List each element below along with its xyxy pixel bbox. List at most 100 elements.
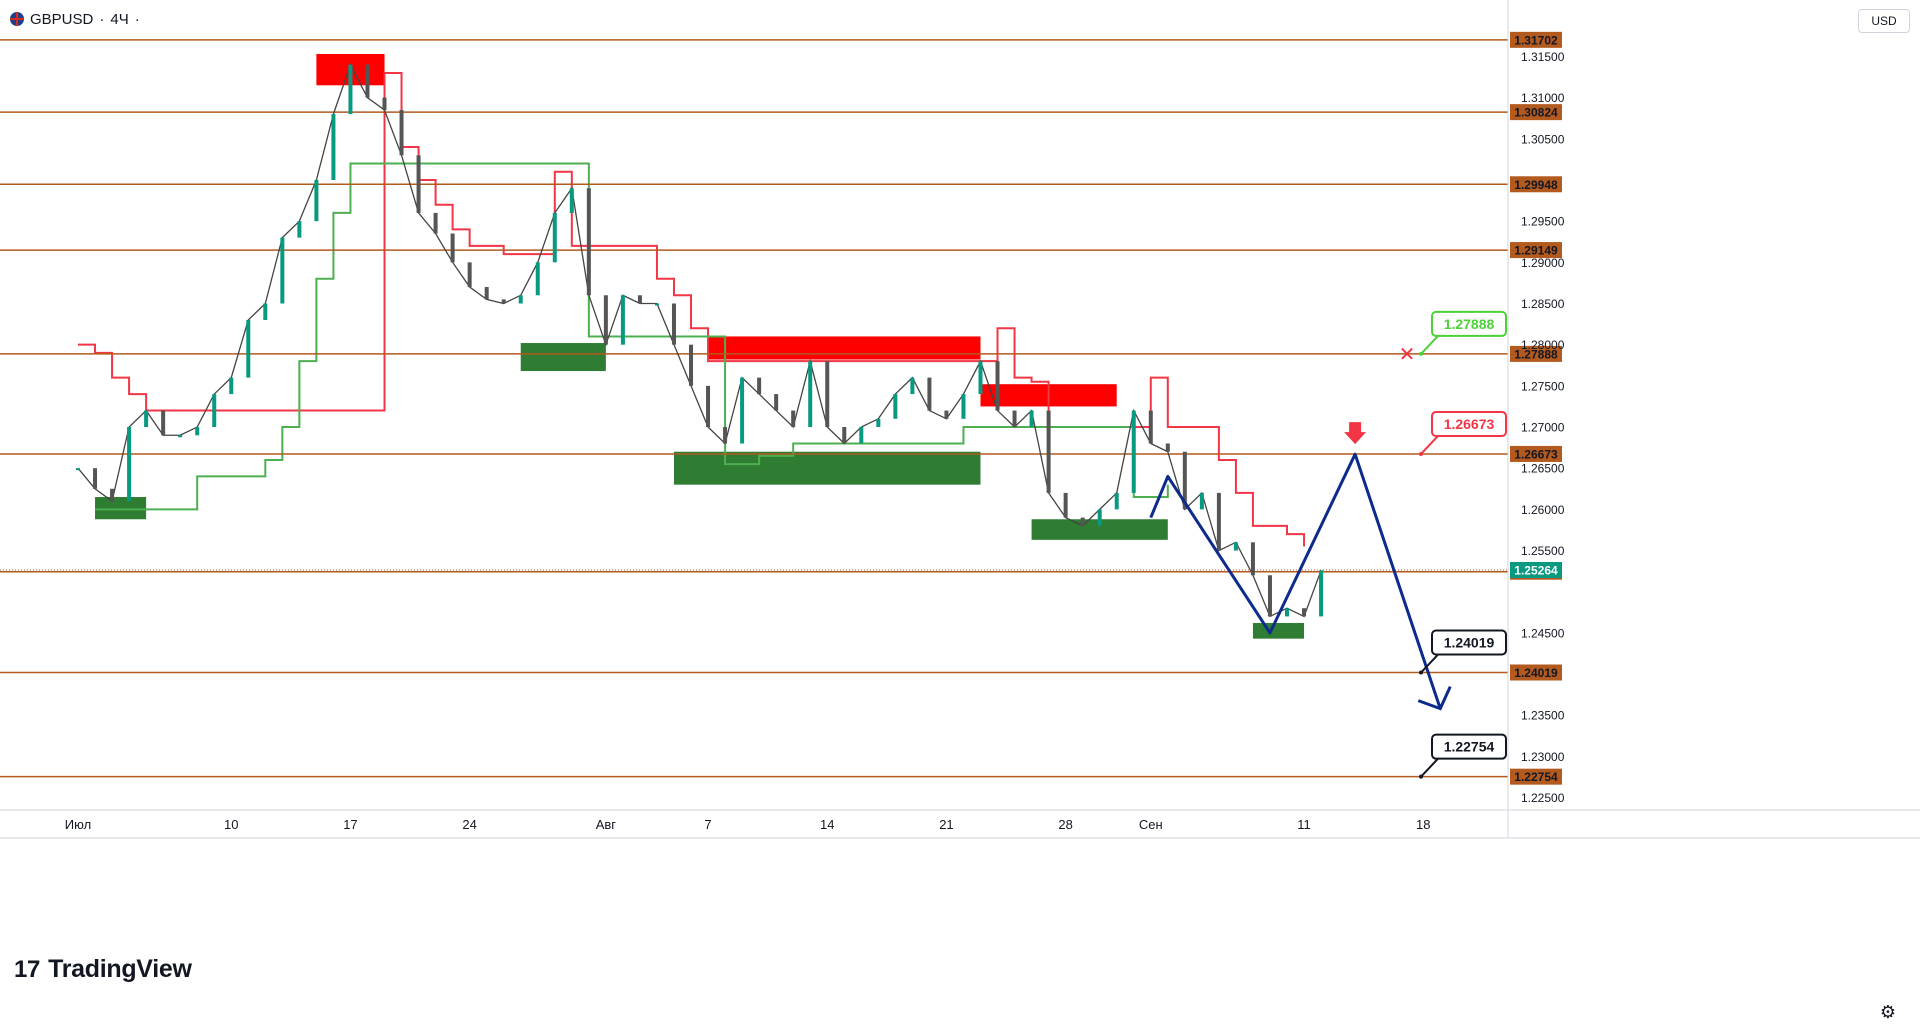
price-candle-1[interactable] [93, 468, 98, 489]
price-candle-59[interactable] [1080, 517, 1085, 526]
price-candle-52[interactable] [961, 394, 966, 419]
price-candle-6[interactable] [178, 435, 183, 438]
price-candle-35[interactable] [671, 303, 676, 345]
price-candle-53[interactable] [978, 361, 983, 395]
tradingview-logo[interactable]: 17 TradingView [14, 955, 192, 984]
price-candle-18[interactable] [382, 97, 387, 110]
price-candle-12[interactable] [280, 237, 285, 304]
resistance-zone-3[interactable] [708, 336, 981, 360]
callout-box-3[interactable] [1431, 733, 1507, 760]
support-zone-4[interactable] [673, 451, 981, 485]
trailing-stop-up-line[interactable] [95, 162, 1169, 511]
support-zone-1[interactable] [95, 497, 147, 520]
price-candle-40[interactable] [757, 377, 762, 395]
price-candle-10[interactable] [246, 319, 251, 378]
price-candle-0[interactable] [76, 468, 80, 471]
price-candle-67[interactable] [1216, 492, 1221, 551]
price-candle-61[interactable] [1114, 492, 1119, 510]
price-candle-16[interactable] [348, 64, 353, 115]
callout-anchor-0 [1419, 351, 1423, 356]
price-candle-44[interactable] [825, 361, 830, 428]
price-candle-26[interactable] [518, 295, 523, 304]
price-candle-25[interactable] [501, 299, 506, 304]
price-candle-20[interactable] [416, 155, 421, 213]
price-candle-43[interactable] [808, 361, 813, 428]
support-zone-7[interactable] [1252, 623, 1305, 639]
support-zone-6[interactable] [1031, 519, 1168, 540]
price-candle-23[interactable] [467, 262, 472, 288]
price-candle-47[interactable] [876, 418, 881, 428]
symbol-header[interactable]: GBPUSD · 4Ч · [10, 8, 140, 30]
price-candle-58[interactable] [1063, 492, 1068, 518]
level-price-label-7: 1.24019 [1514, 666, 1558, 680]
sell-signal-arrow-icon[interactable] [1344, 422, 1367, 445]
price-candle-21[interactable] [433, 212, 438, 234]
price-candle-48[interactable] [893, 394, 898, 419]
price-candle-36[interactable] [689, 344, 694, 386]
price-candle-27[interactable] [535, 262, 540, 296]
price-candle-2[interactable] [110, 488, 115, 502]
price-candle-5[interactable] [161, 410, 166, 436]
price-candle-49[interactable] [910, 377, 915, 395]
callout-box-1[interactable] [1431, 410, 1507, 437]
projection-path[interactable] [1149, 452, 1442, 710]
price-candle-41[interactable] [774, 394, 779, 411]
price-candle-29[interactable] [569, 188, 574, 213]
price-candle-32[interactable] [620, 295, 625, 345]
support-zone-2[interactable] [520, 343, 606, 372]
price-candle-34[interactable] [654, 303, 659, 306]
price-candle-55[interactable] [1012, 410, 1017, 428]
price-candle-45[interactable] [842, 427, 847, 444]
price-candle-50[interactable] [927, 377, 932, 411]
price-tick-label-12: 1.24500 [1521, 626, 1565, 640]
price-candle-62[interactable] [1131, 410, 1136, 493]
price-candle-60[interactable] [1097, 509, 1102, 526]
callout-box-0[interactable] [1431, 310, 1507, 337]
price-candle-4[interactable] [144, 410, 149, 428]
price-candle-73[interactable] [1319, 570, 1324, 617]
price-candle-33[interactable] [637, 295, 642, 304]
price-candle-69[interactable] [1250, 542, 1255, 576]
price-candle-15[interactable] [331, 114, 336, 180]
price-candle-7[interactable] [195, 427, 200, 436]
price-candle-42[interactable] [791, 410, 796, 428]
price-candle-46[interactable] [859, 427, 864, 444]
price-candle-24[interactable] [484, 287, 489, 300]
price-candle-13[interactable] [297, 221, 302, 238]
price-candle-56[interactable] [1029, 410, 1034, 428]
price-candle-54[interactable] [995, 361, 1000, 411]
price-candle-72[interactable] [1302, 608, 1307, 617]
price-candle-9[interactable] [229, 377, 234, 395]
price-candle-57[interactable] [1046, 410, 1051, 493]
price-candle-66[interactable] [1199, 492, 1204, 510]
price-candle-65[interactable] [1182, 451, 1187, 510]
price-candle-68[interactable] [1233, 542, 1238, 551]
price-candle-38[interactable] [723, 427, 728, 444]
price-candle-37[interactable] [706, 385, 711, 428]
callout-cancel-icon-0[interactable]: ✕ [1399, 344, 1416, 366]
price-candle-3[interactable] [127, 427, 132, 502]
price-candle-64[interactable] [1165, 443, 1170, 452]
price-candle-17[interactable] [365, 64, 370, 98]
price-candle-63[interactable] [1148, 410, 1153, 444]
price-candle-51[interactable] [944, 410, 949, 419]
price-candle-19[interactable] [399, 109, 404, 156]
price-candle-14[interactable] [314, 179, 319, 222]
price-line[interactable] [77, 63, 1322, 618]
price-candle-22[interactable] [450, 233, 455, 263]
price-candle-28[interactable] [552, 212, 557, 263]
price-candle-39[interactable] [740, 377, 745, 444]
price-candle-8[interactable] [212, 394, 217, 428]
price-candle-70[interactable] [1267, 575, 1272, 617]
price-candle-11[interactable] [263, 303, 268, 320]
price-candle-71[interactable] [1285, 608, 1289, 617]
price-candle-31[interactable] [603, 295, 608, 345]
timeframe-label[interactable]: 4Ч [110, 10, 129, 28]
settings-gear-icon[interactable]: ⚙ [1879, 1001, 1897, 1022]
price-candle-30[interactable] [586, 188, 591, 296]
trailing-stop-down-line[interactable] [78, 71, 1306, 547]
callout-box-2[interactable] [1431, 629, 1507, 656]
currency-button[interactable]: USD [1858, 9, 1910, 33]
